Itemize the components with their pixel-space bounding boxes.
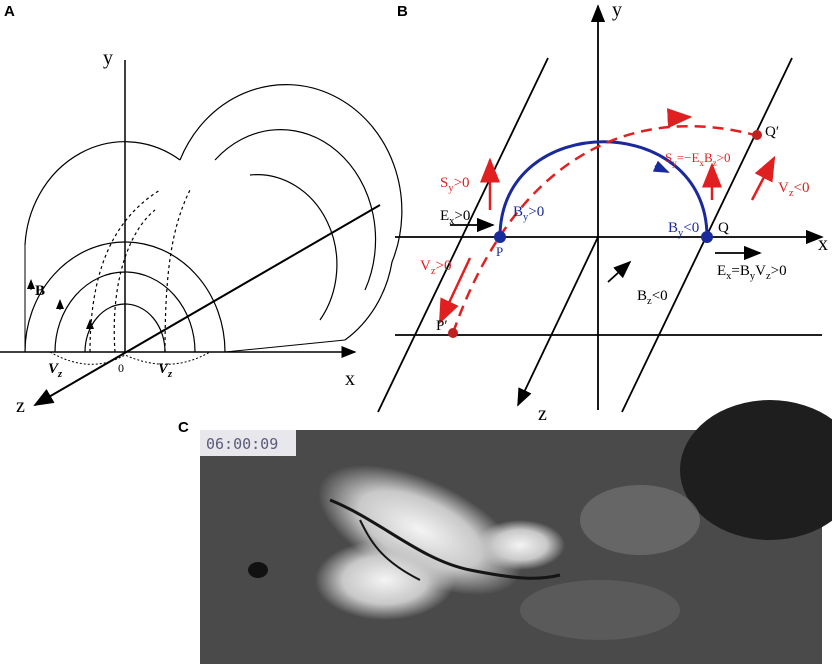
note: Bz<0	[637, 288, 668, 307]
axis-label: z	[538, 403, 547, 425]
field-arc	[498, 140, 709, 238]
axis-label: x	[345, 368, 355, 390]
text-part: >0	[528, 204, 544, 220]
subscript: x	[699, 158, 704, 168]
text-part: Q′	[765, 124, 779, 140]
vz-label: Vz	[158, 361, 173, 380]
subscript: y	[523, 212, 529, 223]
text-part: >0	[771, 263, 787, 279]
text-part: B	[637, 288, 647, 304]
note: Q	[718, 220, 729, 236]
text-part: V	[755, 263, 766, 279]
subscript: z	[431, 266, 436, 277]
subscript: z	[789, 188, 794, 199]
text-part: >0	[717, 150, 731, 165]
text-part: <0	[683, 220, 699, 236]
panel-label: A	[4, 3, 15, 20]
subscript: x	[449, 216, 455, 227]
text-part: P	[496, 244, 503, 259]
text-part: <0	[652, 288, 668, 304]
note: Q′	[765, 124, 779, 140]
text-part: E	[717, 263, 726, 279]
subscript: z	[713, 158, 717, 168]
text-part: B	[704, 150, 713, 165]
dashed-path	[451, 125, 756, 334]
panel-label: B	[397, 3, 408, 20]
axis-label: z	[16, 395, 25, 417]
field-label: B	[35, 283, 45, 299]
text-part: >0	[454, 208, 470, 224]
subscript: y	[750, 271, 756, 282]
timestamp: 06:00:09	[206, 435, 278, 453]
note: Vz>0	[420, 258, 451, 277]
solar-image: 06:00:09	[200, 400, 832, 664]
axis-label: x	[818, 233, 828, 255]
note: Ex=ByVz>0	[717, 263, 787, 282]
subscript: y	[448, 183, 454, 194]
note: Vz<0	[778, 180, 809, 199]
text-part: P′	[436, 318, 448, 334]
subscript: y	[672, 158, 677, 168]
note: By>0	[513, 204, 544, 223]
axis-label: y	[103, 47, 113, 69]
subscript: z	[766, 271, 771, 282]
subscript: z	[57, 369, 63, 380]
subscript: z	[167, 369, 173, 380]
text-part: V	[48, 361, 60, 377]
text-part: B	[513, 204, 523, 220]
vz-label: Vz	[48, 361, 63, 380]
note: Ex>0	[440, 208, 470, 227]
text-part: S	[440, 175, 448, 191]
note: P	[496, 244, 503, 259]
origin-label: 0	[118, 361, 124, 375]
text-part: <0	[794, 180, 810, 196]
text-part: E	[440, 208, 449, 224]
note: P′	[436, 318, 448, 334]
panel-a	[0, 60, 403, 407]
panel-label: C	[178, 419, 189, 436]
text-part: >0	[436, 258, 452, 274]
subscript: y	[678, 228, 684, 239]
text-part: >0	[454, 175, 470, 191]
note: By<0	[668, 220, 699, 239]
note: Sy>0	[440, 175, 470, 194]
red-arrows	[438, 155, 776, 325]
subscript: z	[647, 296, 652, 307]
text-part: =B	[731, 263, 749, 279]
text-part: Q	[718, 220, 729, 236]
text-part: V	[778, 180, 789, 196]
subscript: x	[726, 271, 732, 282]
text-part: S	[665, 150, 672, 165]
dashed-arrow	[667, 108, 693, 129]
text-part: =−E	[677, 150, 700, 165]
note: Sy=−ExBz>0	[665, 150, 731, 168]
text-part: V	[420, 258, 431, 274]
axis-label: y	[612, 0, 622, 21]
text-part: V	[158, 361, 170, 377]
arc-arrow	[652, 160, 670, 173]
text-part: B	[668, 220, 678, 236]
